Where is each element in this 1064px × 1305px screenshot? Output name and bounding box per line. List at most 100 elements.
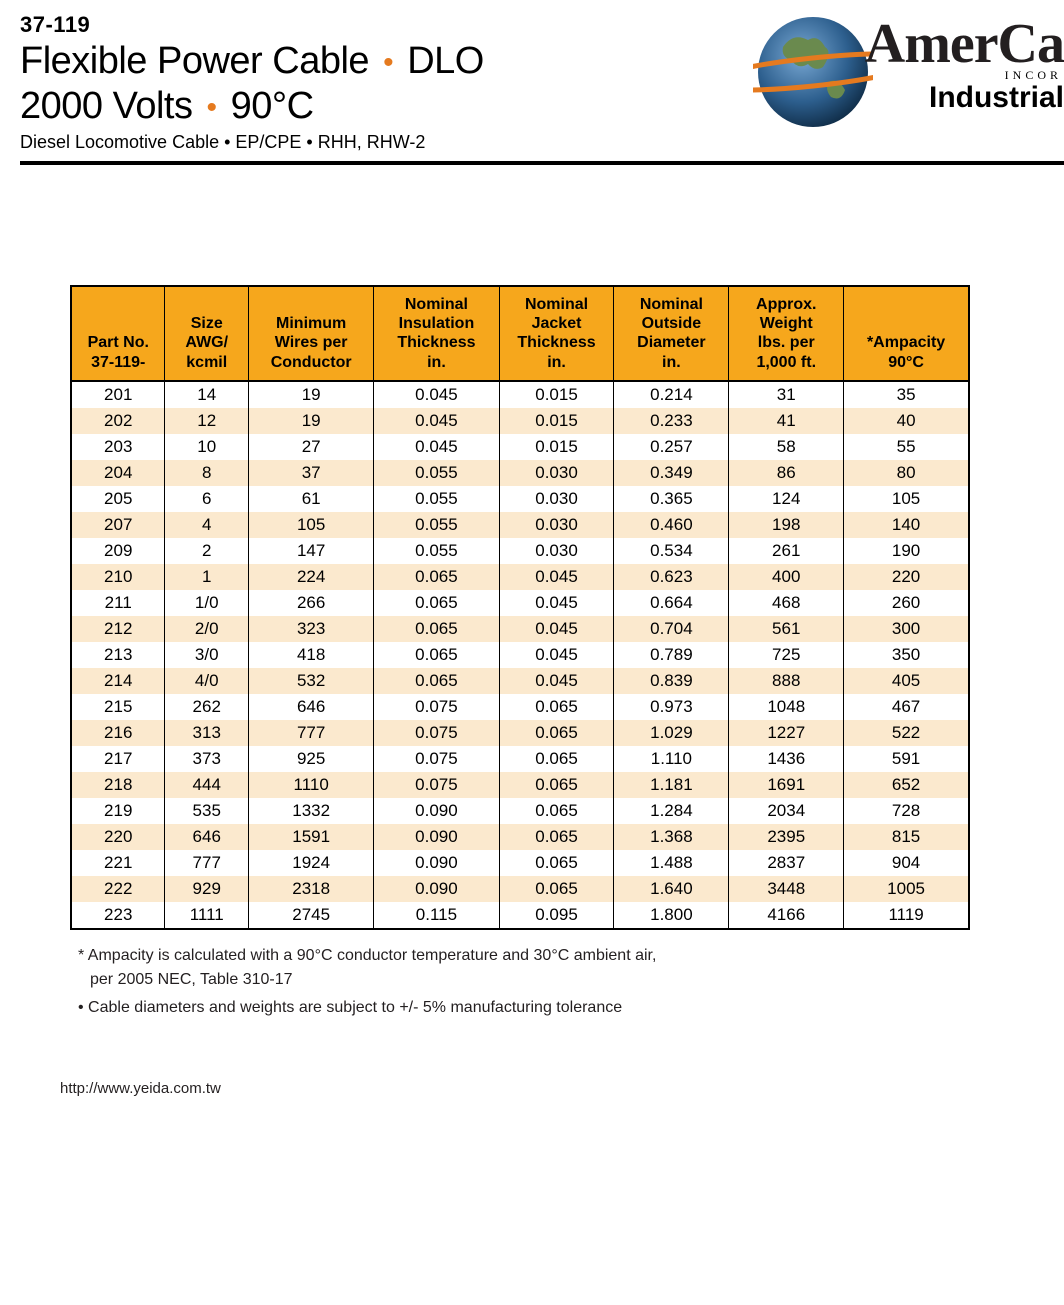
fn1-line2: per 2005 NEC, Table 310-17 — [78, 971, 293, 988]
header-row: Part No.37-119-SizeAWG/kcmilMinimumWires… — [71, 286, 969, 381]
table-cell: 0.090 — [374, 824, 499, 850]
table-row: 2111/02660.0650.0450.664468260 — [71, 590, 969, 616]
table-cell: 323 — [249, 616, 374, 642]
table-cell: 418 — [249, 642, 374, 668]
table-cell: 4/0 — [165, 668, 249, 694]
table-cell: 207 — [71, 512, 165, 538]
table-row: 21012240.0650.0450.623400220 — [71, 564, 969, 590]
table-body: 20114190.0450.0150.214313520212190.0450.… — [71, 381, 969, 929]
title-line-2: 2000 Volts • 90°C — [20, 85, 753, 128]
table-cell: 777 — [165, 850, 249, 876]
table-cell: 124 — [729, 486, 844, 512]
table-cell: 205 — [71, 486, 165, 512]
table-cell: 190 — [844, 538, 969, 564]
table-cell: 55 — [844, 434, 969, 460]
table-cell: 444 — [165, 772, 249, 798]
table-cell: 0.045 — [374, 434, 499, 460]
table-cell: 1691 — [729, 772, 844, 798]
table-cell: 27 — [249, 434, 374, 460]
table-cell: 0.075 — [374, 746, 499, 772]
table-cell: 0.030 — [499, 460, 614, 486]
footnotes: * Ampacity is calculated with a 90°C con… — [78, 944, 1064, 1020]
globe-icon — [753, 12, 873, 132]
table-cell: 0.045 — [374, 381, 499, 408]
table-cell: 12 — [165, 408, 249, 434]
table-cell: 2034 — [729, 798, 844, 824]
table-cell: 535 — [165, 798, 249, 824]
table-cell: 4166 — [729, 902, 844, 929]
table-cell: 0.055 — [374, 538, 499, 564]
table-cell: 0.623 — [614, 564, 729, 590]
table-cell: 8 — [165, 460, 249, 486]
table-cell: 1.181 — [614, 772, 729, 798]
table-cell: 400 — [729, 564, 844, 590]
table-cell: 0.045 — [499, 642, 614, 668]
table-cell: 216 — [71, 720, 165, 746]
table-cell: 0.365 — [614, 486, 729, 512]
table-cell: 0.257 — [614, 434, 729, 460]
table-row: 20741050.0550.0300.460198140 — [71, 512, 969, 538]
column-header: Part No.37-119- — [71, 286, 165, 381]
table-cell: 0.065 — [499, 850, 614, 876]
table-cell: 2395 — [729, 824, 844, 850]
table-cell: 0.065 — [499, 694, 614, 720]
table-cell: 223 — [71, 902, 165, 929]
table-cell: 219 — [71, 798, 165, 824]
table-cell: 0.075 — [374, 772, 499, 798]
table-cell: 0.065 — [499, 876, 614, 902]
table-cell: 0.664 — [614, 590, 729, 616]
table-row: 2144/05320.0650.0450.839888405 — [71, 668, 969, 694]
table-cell: 1436 — [729, 746, 844, 772]
table-cell: 561 — [729, 616, 844, 642]
table-cell: 203 — [71, 434, 165, 460]
table-cell: 37 — [249, 460, 374, 486]
table-row: 20212190.0450.0150.2334140 — [71, 408, 969, 434]
table-cell: 0.065 — [374, 668, 499, 694]
table-cell: 58 — [729, 434, 844, 460]
table-cell: 0.460 — [614, 512, 729, 538]
table-cell: 31 — [729, 381, 844, 408]
table-cell: 0.704 — [614, 616, 729, 642]
table-cell: 0.065 — [499, 824, 614, 850]
table-cell: 218 — [71, 772, 165, 798]
table-cell: 260 — [844, 590, 969, 616]
table-cell: 591 — [844, 746, 969, 772]
table-cell: 0.115 — [374, 902, 499, 929]
table-cell: 0.349 — [614, 460, 729, 486]
table-cell: 209 — [71, 538, 165, 564]
table-cell: 0.065 — [374, 590, 499, 616]
table-cell: 2 — [165, 538, 249, 564]
table-cell: 0.789 — [614, 642, 729, 668]
table-cell: 202 — [71, 408, 165, 434]
title2-part2: 90°C — [231, 85, 314, 127]
table-cell: 468 — [729, 590, 844, 616]
table-cell: 1/0 — [165, 590, 249, 616]
table-cell: 1119 — [844, 902, 969, 929]
table-cell: 0.065 — [499, 746, 614, 772]
table-cell: 0.065 — [374, 564, 499, 590]
table-cell: 0.045 — [499, 590, 614, 616]
page: 37-119 Flexible Power Cable • DLO 2000 V… — [0, 0, 1064, 1097]
table-cell: 725 — [729, 642, 844, 668]
table-cell: 0.839 — [614, 668, 729, 694]
table-row: 20310270.0450.0150.2575855 — [71, 434, 969, 460]
table-cell: 0.045 — [374, 408, 499, 434]
table-cell: 1.368 — [614, 824, 729, 850]
table-cell: 1 — [165, 564, 249, 590]
table-row: 21953513320.0900.0651.2842034728 — [71, 798, 969, 824]
table-cell: 0.015 — [499, 434, 614, 460]
table-cell: 313 — [165, 720, 249, 746]
table-cell: 467 — [844, 694, 969, 720]
table-cell: 61 — [249, 486, 374, 512]
logo-area: AmerCa INCOR Industrial — [753, 12, 1064, 132]
table-cell: 0.065 — [374, 616, 499, 642]
table-cell: 86 — [729, 460, 844, 486]
table-cell: 0.065 — [499, 720, 614, 746]
table-cell: 522 — [844, 720, 969, 746]
table-cell: 217 — [71, 746, 165, 772]
table-row: 21844411100.0750.0651.1811691652 — [71, 772, 969, 798]
table-cell: 214 — [71, 668, 165, 694]
table-cell: 1.110 — [614, 746, 729, 772]
table-cell: 0.045 — [499, 616, 614, 642]
table-cell: 0.015 — [499, 408, 614, 434]
